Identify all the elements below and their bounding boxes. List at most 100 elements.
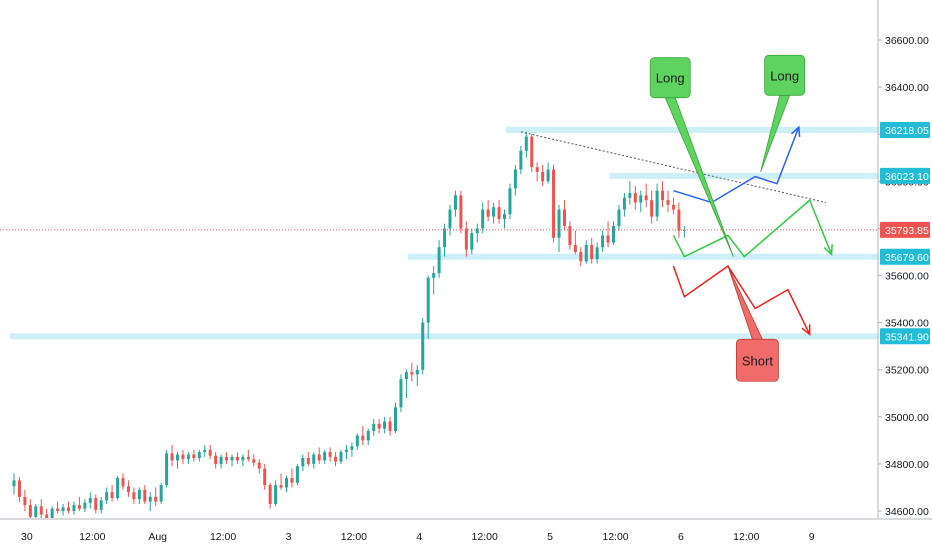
candle-body-99[interactable]	[552, 169, 556, 238]
candle-body-16[interactable]	[99, 500, 103, 510]
candle-body-2[interactable]	[23, 496, 27, 506]
candle-body-122[interactable]	[677, 209, 681, 231]
level-tag-1[interactable]	[880, 167, 930, 184]
candle-body-54[interactable]	[306, 458, 310, 464]
candle-body-65[interactable]	[366, 430, 370, 441]
candle-body-40[interactable]	[230, 456, 234, 461]
candle-body-8[interactable]	[56, 508, 60, 511]
candle-body-14[interactable]	[88, 498, 92, 503]
candle-body-83[interactable]	[464, 228, 468, 250]
scenario-path-green[interactable]	[672, 198, 833, 258]
candle-body-67[interactable]	[377, 423, 381, 429]
candle-body-47[interactable]	[268, 485, 272, 504]
candle-body-49[interactable]	[279, 485, 283, 488]
candle-body-27[interactable]	[159, 485, 163, 502]
candle-body-79[interactable]	[443, 228, 447, 248]
candle-body-76[interactable]	[426, 277, 430, 323]
candle-body-62[interactable]	[350, 446, 354, 450]
candle-body-50[interactable]	[285, 478, 288, 488]
candle-body-116[interactable]	[644, 195, 648, 201]
candle-body-1[interactable]	[17, 480, 21, 497]
candle-body-70[interactable]	[394, 407, 397, 431]
candle-body-30[interactable]	[176, 454, 179, 461]
candle-body-107[interactable]	[595, 247, 599, 260]
candle-body-118[interactable]	[655, 190, 659, 217]
candle-body-94[interactable]	[524, 136, 528, 151]
level-tag-2[interactable]	[880, 248, 930, 265]
candle-body-71[interactable]	[399, 379, 403, 408]
candle-body-110[interactable]	[612, 226, 615, 243]
scenario-path-red[interactable]	[672, 265, 811, 335]
candle-body-26[interactable]	[154, 496, 158, 502]
candle-body-42[interactable]	[241, 456, 245, 461]
candle-body-6[interactable]	[45, 514, 49, 519]
candle-body-74[interactable]	[415, 369, 419, 375]
candle-body-15[interactable]	[94, 498, 98, 510]
candle-body-87[interactable]	[486, 209, 490, 217]
candle-body-53[interactable]	[301, 458, 305, 467]
candle-body-5[interactable]	[39, 506, 43, 515]
callout-box-0[interactable]	[649, 57, 691, 99]
candle-body-73[interactable]	[410, 372, 414, 375]
candle-body-98[interactable]	[546, 169, 550, 182]
candle-body-85[interactable]	[475, 228, 479, 234]
candle-body-55[interactable]	[312, 454, 316, 464]
descending-trendline[interactable]	[520, 131, 827, 203]
candle-body-63[interactable]	[355, 435, 359, 447]
candle-body-72[interactable]	[404, 372, 408, 380]
candle-body-3[interactable]	[28, 505, 32, 517]
candle-body-111[interactable]	[617, 209, 621, 227]
candle-body-25[interactable]	[148, 496, 152, 502]
candle-body-44[interactable]	[252, 459, 256, 463]
candle-body-104[interactable]	[579, 251, 583, 262]
candle-body-48[interactable]	[274, 485, 278, 504]
level-line-2[interactable]	[407, 253, 878, 260]
candle-body-88[interactable]	[492, 207, 496, 217]
candle-body-112[interactable]	[622, 197, 626, 210]
candle-body-24[interactable]	[143, 489, 147, 502]
candle-body-60[interactable]	[339, 452, 343, 462]
candle-body-21[interactable]	[126, 486, 130, 493]
callout-box-1[interactable]	[764, 54, 806, 96]
candle-body-32[interactable]	[186, 454, 190, 460]
candle-body-66[interactable]	[372, 423, 376, 431]
candle-body-51[interactable]	[290, 478, 294, 483]
candle-body-93[interactable]	[519, 150, 523, 170]
candle-body-13[interactable]	[83, 502, 87, 509]
candle-body-100[interactable]	[557, 209, 561, 238]
candle-body-22[interactable]	[132, 492, 136, 500]
scenario-path-blue[interactable]	[673, 126, 800, 204]
candle-body-82[interactable]	[459, 195, 463, 229]
candle-body-18[interactable]	[110, 492, 114, 499]
candle-body-57[interactable]	[323, 452, 327, 461]
candle-body-0[interactable]	[12, 480, 16, 487]
candle-body-120[interactable]	[666, 200, 670, 205]
candle-body-108[interactable]	[601, 235, 605, 248]
candle-body-64[interactable]	[361, 435, 365, 441]
candle-body-90[interactable]	[503, 214, 506, 219]
candle-body-119[interactable]	[661, 190, 665, 201]
candle-body-97[interactable]	[541, 171, 545, 182]
level-line-1[interactable]	[609, 172, 879, 179]
candle-body-43[interactable]	[246, 456, 250, 460]
level-line-0[interactable]	[505, 126, 878, 133]
candle-body-92[interactable]	[513, 169, 517, 189]
candle-body-121[interactable]	[671, 204, 675, 210]
candle-body-19[interactable]	[116, 478, 120, 499]
candle-body-106[interactable]	[590, 244, 594, 260]
candle-body-9[interactable]	[61, 507, 65, 511]
candle-body-80[interactable]	[448, 209, 452, 229]
candle-body-77[interactable]	[432, 273, 436, 278]
candle-body-58[interactable]	[328, 452, 332, 457]
candle-body-37[interactable]	[214, 455, 218, 464]
candle-body-33[interactable]	[192, 454, 196, 459]
callout-box-2[interactable]	[736, 338, 779, 382]
candle-body-68[interactable]	[383, 421, 387, 429]
candle-body-4[interactable]	[34, 506, 38, 517]
candle-body-95[interactable]	[530, 136, 534, 168]
candle-body-91[interactable]	[508, 188, 512, 215]
candle-body-115[interactable]	[639, 195, 643, 203]
candle-body-34[interactable]	[197, 452, 201, 459]
